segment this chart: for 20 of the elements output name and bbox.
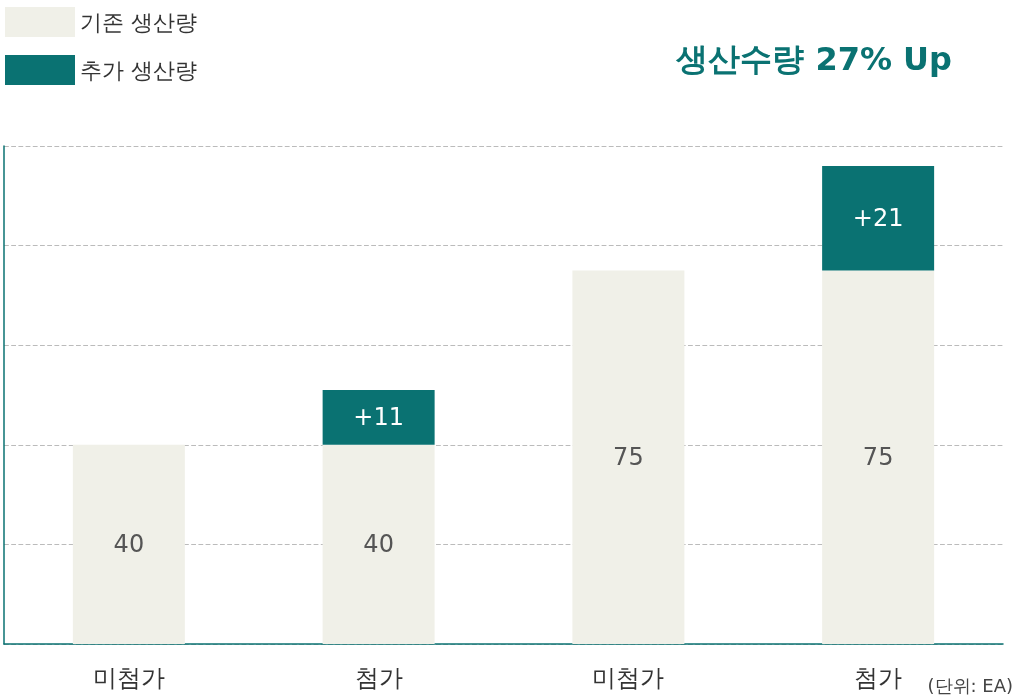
legend-label: 추가 생산량 (80, 57, 197, 83)
legend-label: 기존 생산량 (80, 9, 197, 35)
x-tick-label: 첨가 (854, 664, 903, 692)
bar (822, 165, 935, 271)
bar (72, 444, 185, 644)
text: (단위: EA) (927, 674, 1014, 696)
data-label: 75 (613, 443, 644, 472)
x-tick-label: 첨가 (354, 664, 403, 692)
bar (322, 390, 435, 445)
bar (572, 270, 685, 644)
bar (822, 270, 935, 644)
data-label: 40 (363, 530, 394, 559)
bar (322, 444, 435, 644)
x-tick-label: 미첨가 (92, 664, 165, 692)
data-label: 40 (113, 530, 145, 559)
data-label: +11 (353, 403, 404, 432)
data-label: 75 (862, 443, 894, 472)
chart-title: 생산수량 27% Up (675, 40, 952, 78)
data-label: +21 (852, 204, 904, 233)
x-tick-label: 미첨가 (592, 664, 665, 692)
